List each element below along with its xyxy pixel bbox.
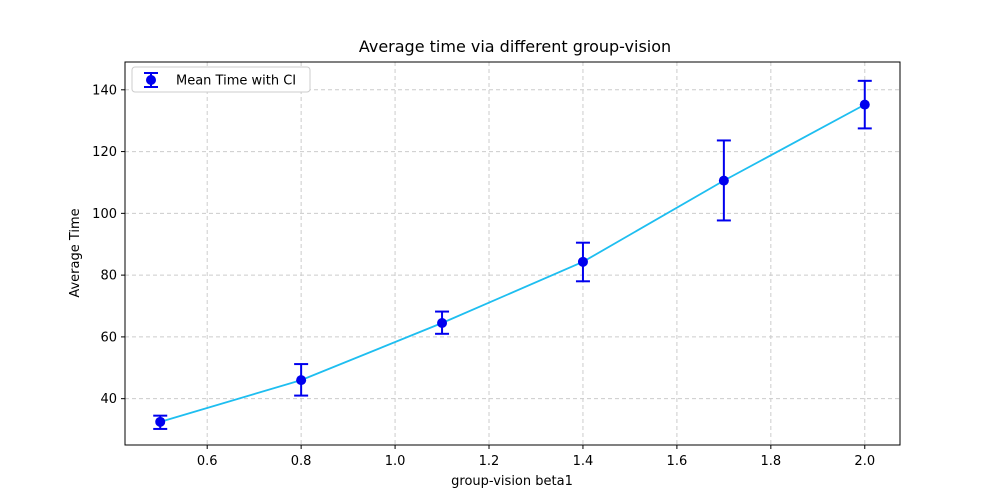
x-tick-label: 0.6 bbox=[197, 454, 218, 469]
series-line bbox=[159, 103, 866, 423]
y-tick-label: 40 bbox=[100, 392, 117, 407]
chart-title: Average time via different group-vision bbox=[359, 37, 671, 56]
data-point bbox=[437, 317, 448, 328]
y-tick-label: 80 bbox=[100, 269, 117, 284]
legend: Mean Time with CI bbox=[131, 66, 311, 93]
data-point bbox=[155, 416, 166, 427]
x-tick-label: 1.2 bbox=[479, 454, 500, 469]
data-point bbox=[577, 256, 588, 267]
x-tick-label: 1.8 bbox=[760, 454, 781, 469]
x-axis: 0.6 0.8 1.0 1.2 1.4 1.6 1.8 2.0 bbox=[197, 445, 875, 469]
legend-box bbox=[131, 66, 311, 93]
y-tick-label: 120 bbox=[92, 145, 117, 160]
x-tick-label: 2.0 bbox=[854, 454, 875, 469]
x-tick-label: 1.6 bbox=[667, 454, 688, 469]
y-tick-label: 140 bbox=[92, 83, 117, 98]
data-point bbox=[718, 175, 729, 186]
data-point bbox=[296, 375, 307, 386]
x-tick-label: 1.4 bbox=[573, 454, 594, 469]
x-tick-label: 1.0 bbox=[385, 454, 406, 469]
y-tick-label: 100 bbox=[92, 207, 117, 222]
axes-frame bbox=[124, 61, 901, 446]
y-axis-label: Average Time bbox=[68, 208, 83, 297]
y-axis: 40 60 80 100 120 140 bbox=[92, 83, 125, 407]
x-axis-label: group-vision beta1 bbox=[451, 474, 573, 489]
data-point bbox=[859, 99, 870, 110]
y-tick-label: 60 bbox=[100, 330, 117, 345]
legend-label: Mean Time with CI bbox=[176, 74, 296, 89]
legend-marker-icon bbox=[146, 75, 156, 85]
x-tick-label: 0.8 bbox=[291, 454, 312, 469]
plot-area bbox=[153, 79, 872, 430]
